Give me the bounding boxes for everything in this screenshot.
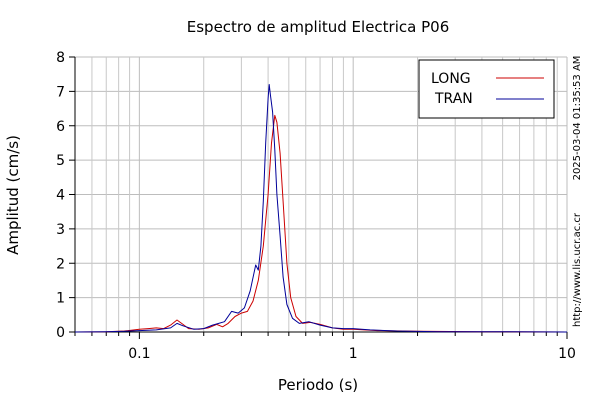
x-tick-label: 1 <box>349 346 358 362</box>
y-tick-label: 4 <box>56 188 65 204</box>
x-tick-label: 0.1 <box>128 346 150 362</box>
y-tick-label: 8 <box>56 50 65 66</box>
series-line-tran <box>74 84 568 333</box>
y-tick-label: 3 <box>56 222 65 238</box>
y-tick-label: 0 <box>56 325 65 341</box>
legend: LONG TRAN <box>418 59 555 119</box>
chart-title: Espectro de amplitud Electrica P06 <box>187 18 450 36</box>
timestamp-label: 2025-03-04 01:35:53 AM <box>572 56 583 181</box>
y-tick-label: 6 <box>56 119 65 135</box>
x-axis-label: Periodo (s) <box>278 376 358 394</box>
x-tick-label: 10 <box>558 346 576 362</box>
tick-labels: 0 1 2 3 4 5 6 7 8 0.1 1 10 <box>56 50 576 362</box>
legend-label-long: LONG <box>431 71 471 87</box>
y-tick-label: 1 <box>56 291 65 307</box>
y-tick-label: 5 <box>56 153 65 169</box>
source-url-label: http://www.lis.ucr.ac.cr <box>572 212 583 327</box>
series-area <box>74 84 568 333</box>
legend-label-tran: TRAN <box>434 91 473 107</box>
y-tick-label: 2 <box>56 256 65 272</box>
legend-box <box>418 59 555 119</box>
y-axis-label: Amplitud (cm/s) <box>4 135 22 255</box>
y-tick-label: 7 <box>56 84 65 100</box>
